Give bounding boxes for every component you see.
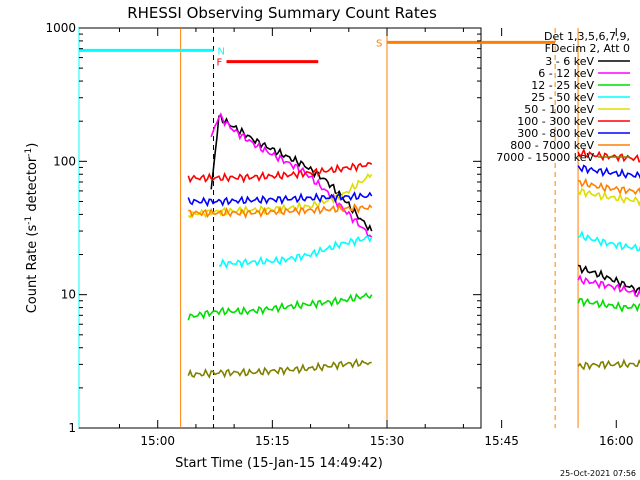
flag-label: F xyxy=(217,58,223,69)
legend-header: Det 1,3,5,6,7,9, xyxy=(544,30,630,43)
series-line xyxy=(187,162,373,184)
y-axis-label-part: ) xyxy=(25,143,40,148)
x-tick-label: 15:45 xyxy=(484,434,519,448)
series-line xyxy=(578,177,640,196)
x-tick-label: 15:30 xyxy=(370,434,405,448)
legend-label: 7000 - 15000 keV xyxy=(496,151,594,164)
series-line xyxy=(577,274,640,298)
legend-label: 12 - 25 keV xyxy=(531,79,594,92)
footer-timestamp: 25-Oct-2021 07:56 xyxy=(560,469,636,478)
x-tick-label: 15:00 xyxy=(140,434,175,448)
series-line xyxy=(577,297,640,313)
legend-header: FDecim 2, Att 0 xyxy=(545,42,630,55)
y-tick-label: 100 xyxy=(53,154,76,168)
legend-label: 100 - 300 keV xyxy=(517,115,594,128)
legend-label: 800 - 7000 keV xyxy=(510,139,594,152)
legend-label: 25 - 50 keV xyxy=(531,91,594,104)
series-line xyxy=(577,358,640,371)
y-axis-label-part: Count Rate (s xyxy=(25,225,40,314)
series-line xyxy=(218,235,373,270)
series-line xyxy=(187,172,373,219)
legend-label: 6 - 12 keV xyxy=(538,67,594,80)
series-line xyxy=(577,230,640,252)
chart-title: RHESSI Observing Summary Count Rates xyxy=(127,4,437,22)
y-axis-label-superscript: -1 xyxy=(24,216,34,225)
x-tick-label: 16:00 xyxy=(599,434,634,448)
flag-label: S xyxy=(376,38,382,49)
series-line xyxy=(577,187,640,207)
series-line xyxy=(187,358,372,379)
y-axis-label-part: detector xyxy=(25,156,40,216)
legend: Det 1,3,5,6,7,9,FDecim 2, Att 03 - 6 keV… xyxy=(496,30,630,164)
legend-label: 300 - 800 keV xyxy=(517,127,594,140)
y-tick-label: 1 xyxy=(68,421,76,435)
plot-content: NF S xyxy=(78,28,640,428)
flag-label: N xyxy=(218,46,225,57)
y-axis-label-superscript: -1 xyxy=(24,148,34,157)
series-line xyxy=(577,264,640,296)
series-line xyxy=(577,147,640,163)
series-line xyxy=(188,203,373,220)
series-line xyxy=(187,190,373,208)
x-axis-label: Start Time (15-Jan-15 14:49:42) xyxy=(175,456,383,471)
series-line xyxy=(187,292,373,321)
series-line xyxy=(577,164,640,180)
y-axis-label: Count Rate (s-1 detector-1) xyxy=(24,143,40,314)
legend-label: 50 - 100 keV xyxy=(524,103,594,116)
series-line xyxy=(210,112,373,238)
y-tick-label: 10 xyxy=(61,288,76,302)
y-tick-label: 1000 xyxy=(45,21,76,35)
legend-label: 3 - 6 keV xyxy=(545,55,594,68)
x-tick-label: 15:15 xyxy=(255,434,290,448)
